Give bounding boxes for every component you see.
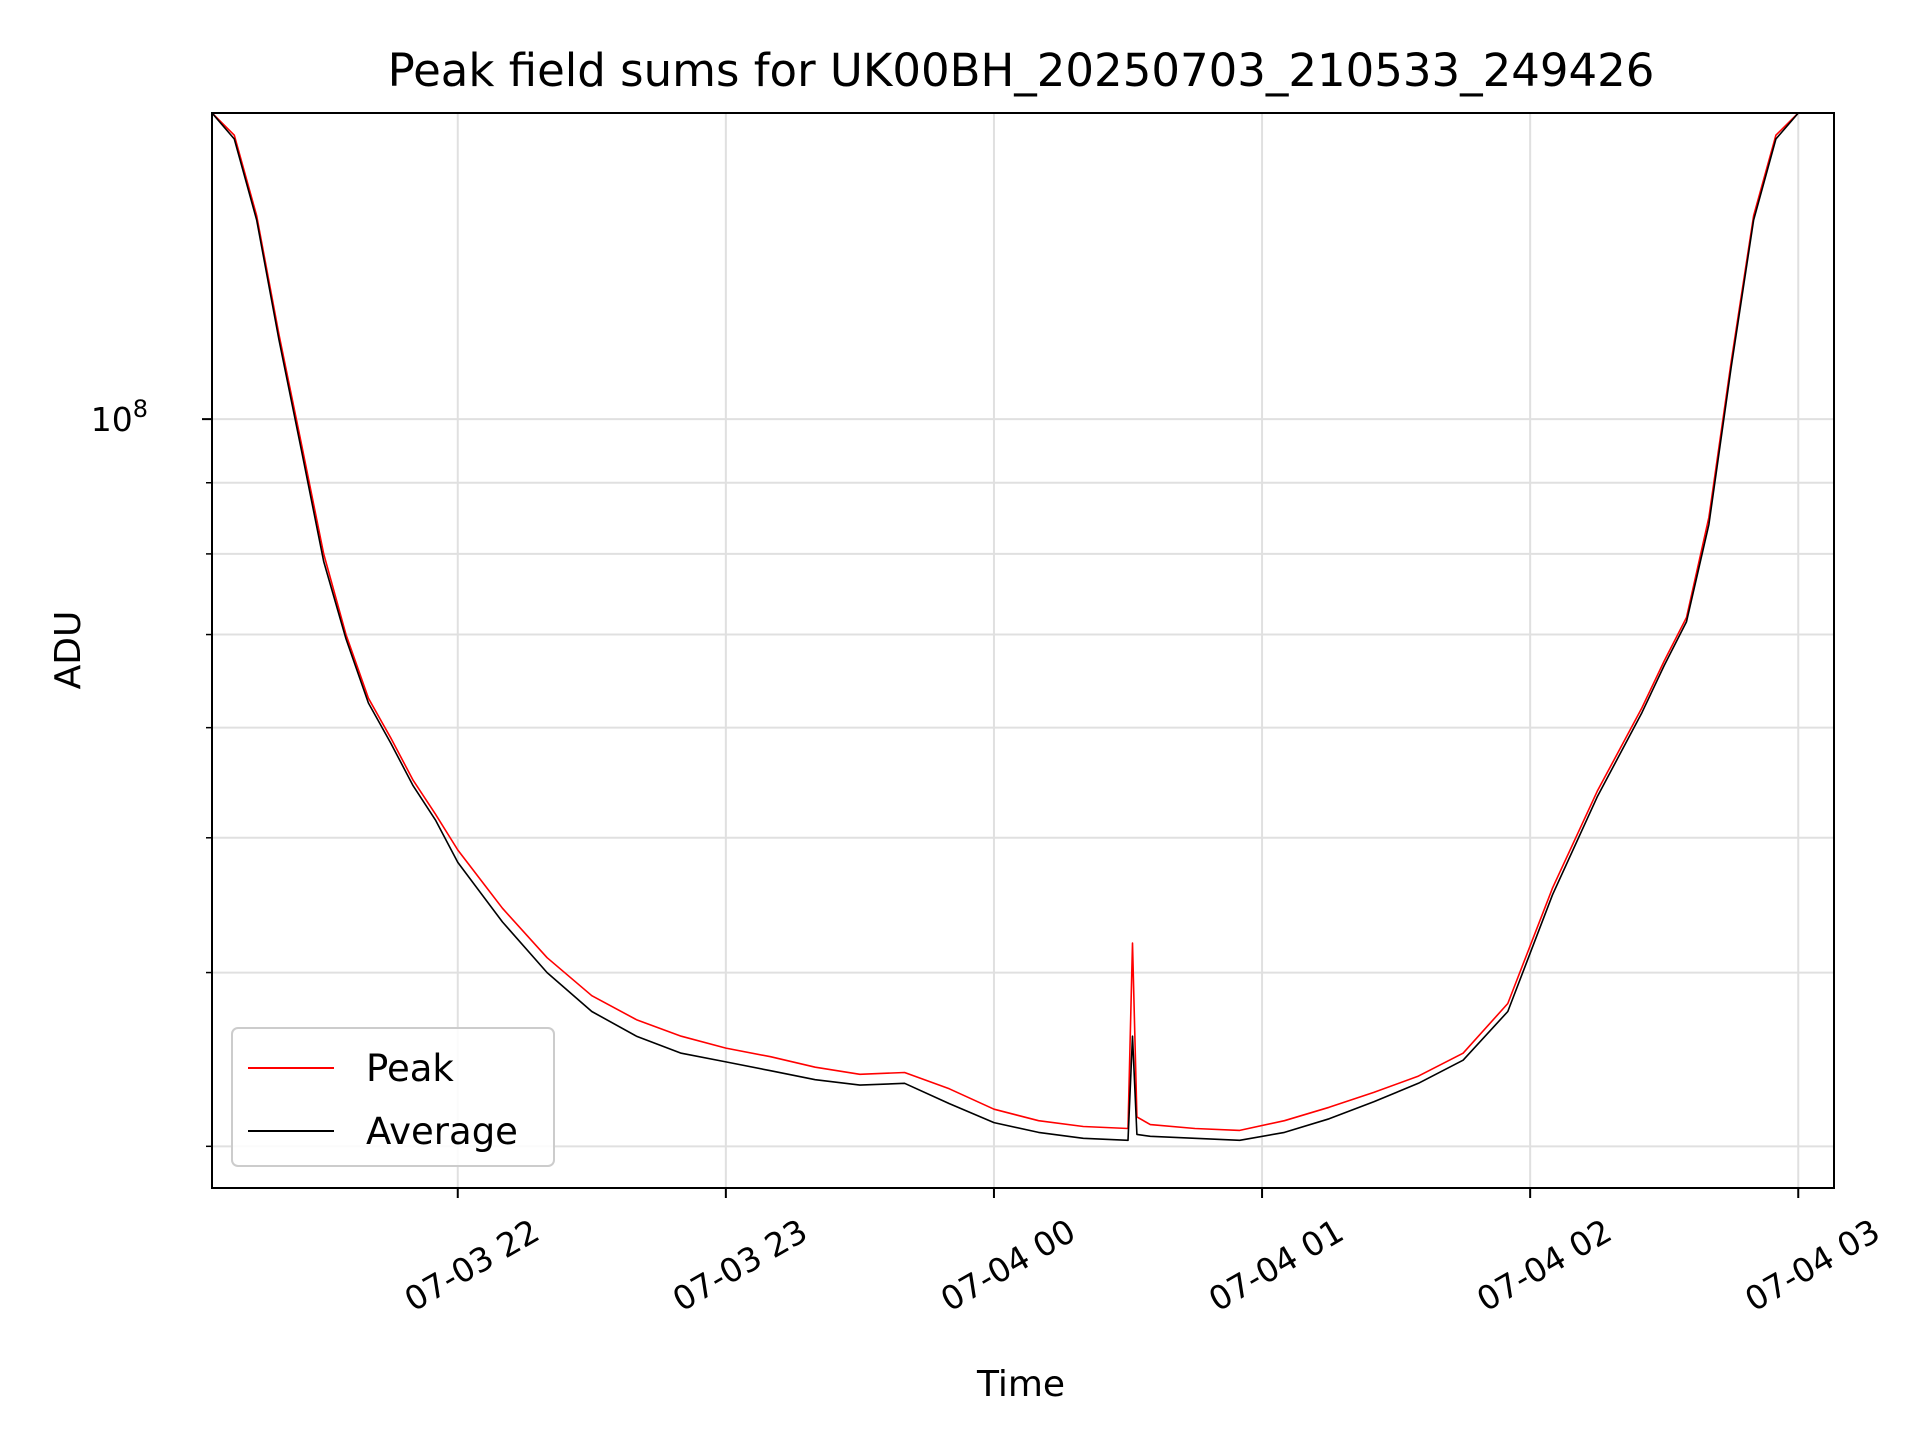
series-line-average	[211, 112, 1834, 1142]
series-layer	[211, 112, 1834, 1142]
plot-frame	[211, 112, 1835, 1189]
grid-lines	[212, 113, 1834, 1188]
series-line-peak	[211, 112, 1834, 1132]
x-axis-label: Time	[976, 1364, 1065, 1405]
legend: Peak Average	[231, 1027, 555, 1167]
legend-label-peak: Peak	[366, 1047, 454, 1090]
chart-title: Peak field sums for UK00BH_20250703_2105…	[388, 44, 1655, 97]
legend-label-average: Average	[366, 1110, 518, 1153]
y-axis-label: ADU	[48, 611, 89, 690]
